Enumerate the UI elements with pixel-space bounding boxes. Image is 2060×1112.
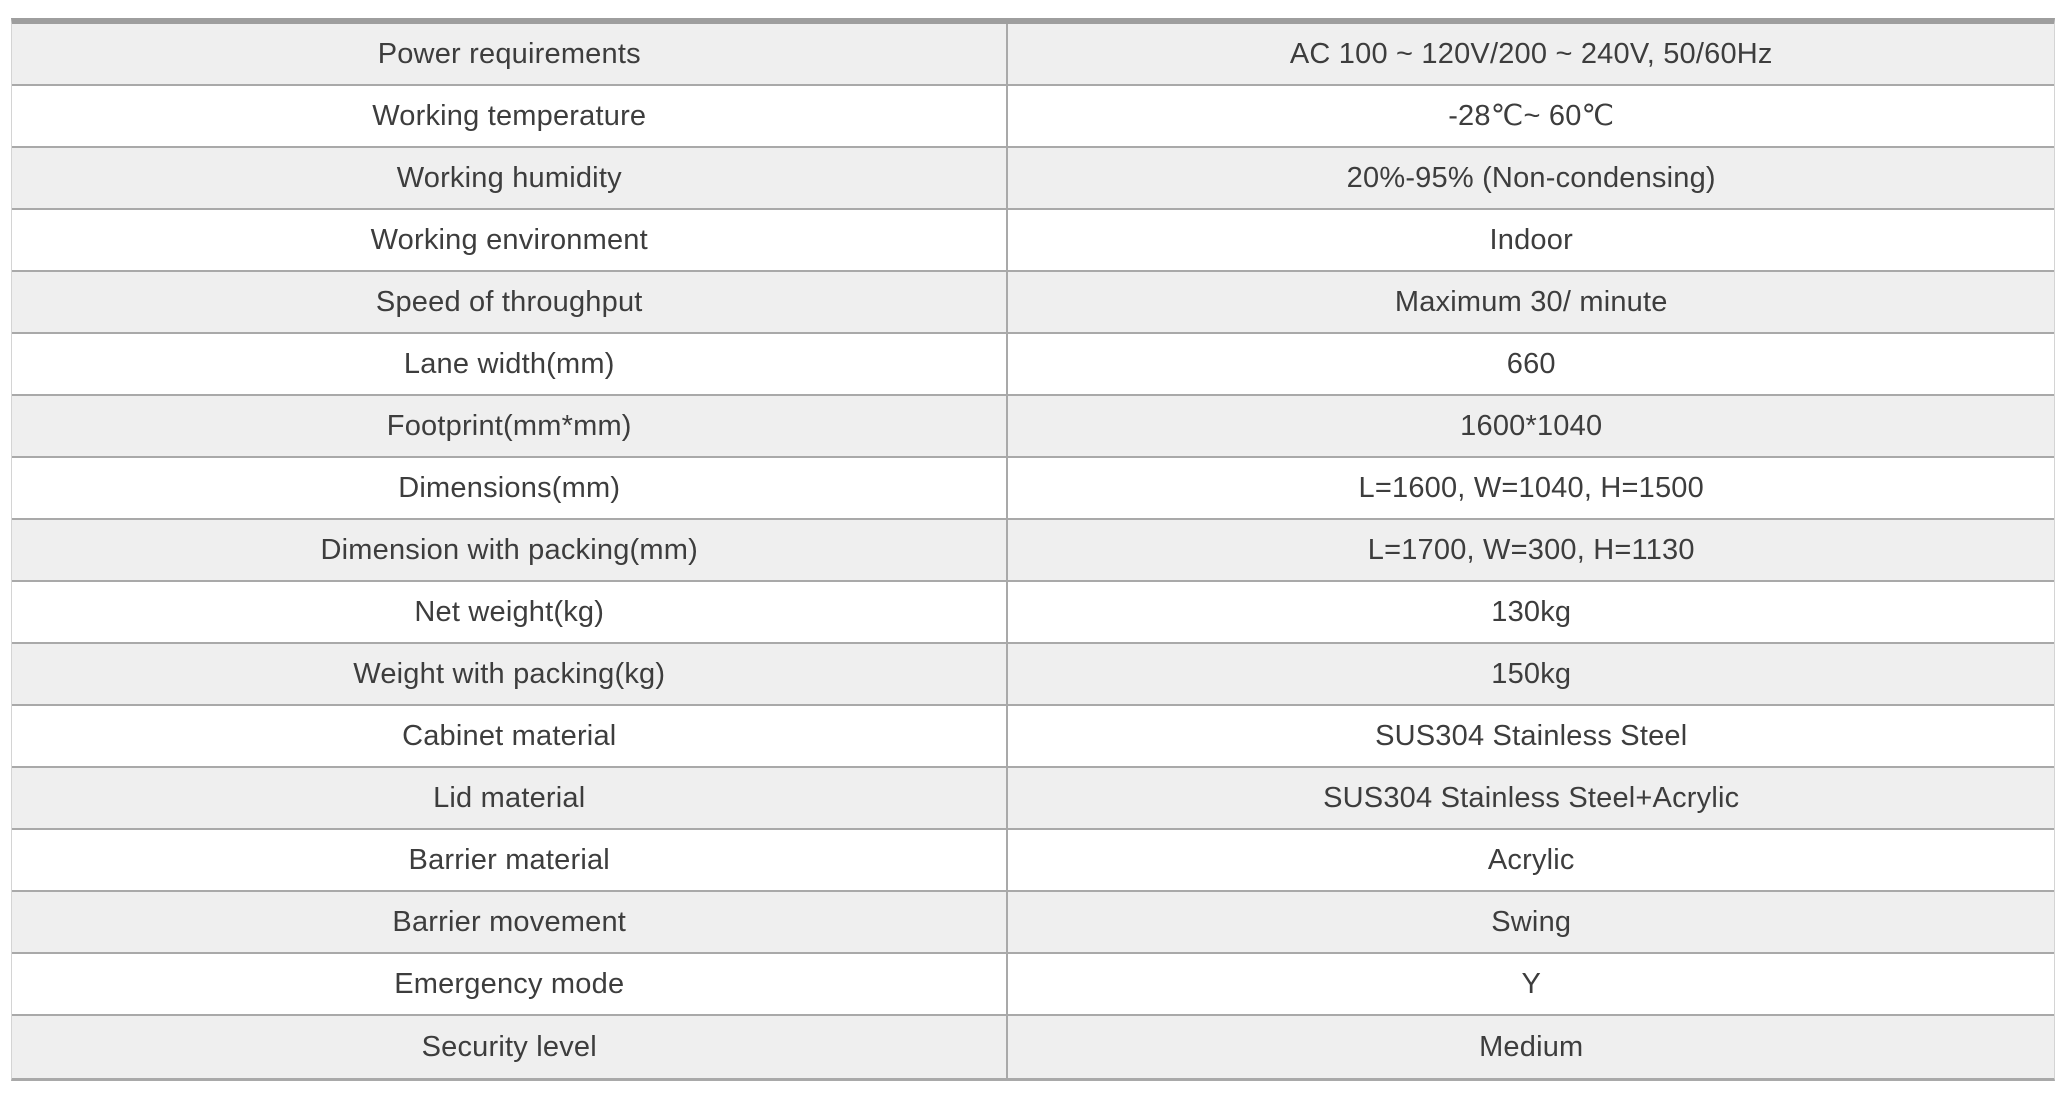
spec-value-cell: 1600*1040 xyxy=(1460,409,1603,442)
spec-label-cell: Net weight(kg) xyxy=(12,582,1009,642)
spec-value-cell: L=1700, W=300, H=1130 xyxy=(1367,533,1695,566)
table-row: Barrier material Acrylic xyxy=(12,830,2054,892)
spec-value-cell: 130kg xyxy=(1491,595,1572,628)
spec-label-cell: Security level xyxy=(12,1016,1009,1078)
table-row: Barrier movement Swing xyxy=(12,892,2054,954)
spec-value-cell: -28℃~ 60℃ xyxy=(1448,99,1615,132)
spec-label-cell: Working temperature xyxy=(12,86,1009,146)
table-row: Working temperature -28℃~ 60℃ xyxy=(12,86,2054,148)
table-row: Lid material SUS304 Stainless Steel+Acry… xyxy=(12,768,2054,830)
table-row: Emergency mode Y xyxy=(12,954,2054,1016)
spec-label-cell: Dimensions(mm) xyxy=(12,458,1009,518)
table-row: Cabinet material SUS304 Stainless Steel xyxy=(12,706,2054,768)
spec-label-cell: Power requirements xyxy=(12,24,1009,84)
spec-label-cell: Speed of throughput xyxy=(12,272,1009,332)
spec-value-cell: SUS304 Stainless Steel+Acrylic xyxy=(1323,781,1740,814)
spec-label-cell: Weight with packing(kg) xyxy=(12,644,1009,704)
spec-label-cell: Cabinet material xyxy=(12,706,1009,766)
spec-label-cell: Working environment xyxy=(12,210,1009,270)
specification-table: Power requirements AC 100 ~ 120V/200 ~ 2… xyxy=(11,18,2055,1081)
spec-value-cell: L=1600, W=1040, H=1500 xyxy=(1358,471,1704,504)
table-row: Speed of throughput Maximum 30/ minute xyxy=(12,272,2054,334)
spec-label-cell: Working humidity xyxy=(12,148,1009,208)
table-row: Dimension with packing(mm) L=1700, W=300… xyxy=(12,520,2054,582)
spec-value-cell: Acrylic xyxy=(1487,843,1575,876)
spec-value-cell: 20%-95% (Non-condensing) xyxy=(1346,161,1716,194)
spec-value-cell: 660 xyxy=(1506,347,1556,380)
spec-value-cell: Medium xyxy=(1479,1030,1584,1063)
table-row: Working environment Indoor xyxy=(12,210,2054,272)
table-row: Power requirements AC 100 ~ 120V/200 ~ 2… xyxy=(12,24,2054,86)
spec-value-cell: AC 100 ~ 120V/200 ~ 240V, 50/60Hz xyxy=(1289,37,1773,70)
spec-label-cell: Footprint(mm*mm) xyxy=(12,396,1009,456)
spec-label-cell: Lid material xyxy=(12,768,1009,828)
table-row: Lane width(mm) 660 xyxy=(12,334,2054,396)
spec-value-cell: Y xyxy=(1521,967,1542,1000)
spec-value-cell: SUS304 Stainless Steel xyxy=(1375,719,1688,752)
table-row: Footprint(mm*mm) 1600*1040 xyxy=(12,396,2054,458)
spec-label-cell: Dimension with packing(mm) xyxy=(12,520,1009,580)
spec-label-cell: Barrier movement xyxy=(12,892,1009,952)
table-row: Weight with packing(kg) 150kg xyxy=(12,644,2054,706)
table-row: Net weight(kg) 130kg xyxy=(12,582,2054,644)
spec-value-cell: 150kg xyxy=(1491,657,1572,690)
table-row: Dimensions(mm) L=1600, W=1040, H=1500 xyxy=(12,458,2054,520)
table-row: Working humidity 20%-95% (Non-condensing… xyxy=(12,148,2054,210)
spec-label-cell: Lane width(mm) xyxy=(12,334,1009,394)
spec-value-cell: Maximum 30/ minute xyxy=(1394,285,1668,318)
spec-value-cell: Indoor xyxy=(1489,223,1573,256)
spec-label-cell: Barrier material xyxy=(12,830,1009,890)
spec-label-cell: Emergency mode xyxy=(12,954,1009,1014)
table-row: Security level Medium xyxy=(12,1016,2054,1078)
spec-value-cell: Swing xyxy=(1491,905,1572,938)
